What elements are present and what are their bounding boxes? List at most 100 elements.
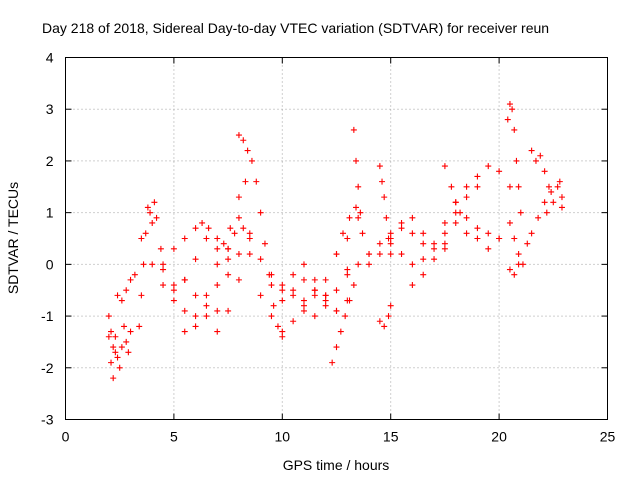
data-point (181, 276, 188, 283)
x-tick-label: 0 (62, 429, 70, 445)
data-point (181, 307, 188, 314)
x-tick-label: 15 (383, 429, 399, 445)
data-point (550, 199, 557, 206)
data-point (214, 235, 221, 242)
data-point (329, 359, 336, 366)
axis-ticks (65, 57, 608, 420)
data-point (517, 209, 524, 216)
data-point (515, 261, 522, 268)
data-point (441, 245, 448, 252)
series-sat-o (268, 271, 351, 320)
data-point (376, 163, 383, 170)
data-point (279, 333, 286, 340)
data-point (420, 230, 427, 237)
data-point (381, 194, 388, 201)
series-sat-s (333, 204, 360, 258)
data-point (235, 276, 242, 283)
data-point (170, 282, 177, 289)
data-point (311, 313, 318, 320)
data-point (268, 282, 275, 289)
data-point (170, 287, 177, 294)
data-point (344, 271, 351, 278)
series-sat-d (136, 199, 164, 330)
data-point (144, 204, 151, 211)
data-point (541, 199, 548, 206)
data-point (116, 364, 123, 371)
series-sat-h (170, 271, 232, 330)
data-point (114, 354, 121, 361)
data-point (235, 214, 242, 221)
data-point (463, 183, 470, 190)
data-point (558, 204, 565, 211)
data-point (409, 282, 416, 289)
data-point (398, 225, 405, 232)
data-point (350, 126, 357, 133)
data-point (452, 219, 459, 226)
data-point (300, 276, 307, 283)
data-point (225, 256, 232, 263)
data-point (300, 302, 307, 309)
data-point (506, 183, 513, 190)
data-point (149, 219, 156, 226)
data-point (366, 261, 373, 268)
data-point (333, 307, 340, 314)
data-point (344, 266, 351, 273)
data-point (463, 194, 470, 201)
data-point (149, 261, 156, 268)
data-point (214, 307, 221, 314)
data-point (420, 240, 427, 247)
y-tick-label: -1 (41, 308, 54, 324)
y-tick-label: 3 (46, 101, 54, 117)
data-point (504, 116, 511, 123)
data-point (311, 287, 318, 294)
data-point (300, 261, 307, 268)
data-point (506, 266, 513, 273)
data-point (355, 214, 362, 221)
data-point (105, 333, 112, 340)
data-point (541, 168, 548, 175)
data-point (506, 101, 513, 108)
data-point (513, 157, 520, 164)
data-point (138, 292, 145, 299)
data-point (385, 313, 392, 320)
data-point (381, 323, 388, 330)
data-point (112, 349, 119, 356)
series-sat-ae (504, 101, 524, 216)
data-point (203, 292, 210, 299)
plot-frame (65, 57, 608, 420)
data-point (496, 168, 503, 175)
data-point (524, 240, 531, 247)
data-point (127, 328, 134, 335)
x-tick-label: 10 (275, 429, 291, 445)
x-tick-label: 20 (491, 429, 507, 445)
data-point (105, 313, 112, 320)
data-point (357, 209, 364, 216)
y-tick-label: 1 (46, 205, 54, 221)
data-point (333, 344, 340, 351)
series-sat-af (506, 219, 531, 268)
data-point (353, 204, 360, 211)
data-point (225, 271, 232, 278)
series-sat-z (409, 240, 448, 289)
data-point (322, 302, 329, 309)
series-sat-b (105, 333, 119, 382)
data-point (157, 245, 164, 252)
data-point (118, 344, 125, 351)
data-point (290, 271, 297, 278)
data-point (333, 287, 340, 294)
series-sat-ah (528, 147, 552, 190)
series-sat-j (214, 178, 249, 268)
data-point (511, 235, 518, 242)
data-point (231, 230, 238, 237)
data-point (528, 147, 535, 154)
data-point (110, 344, 117, 351)
data-point (290, 287, 297, 294)
data-point (160, 266, 167, 273)
data-point (227, 225, 234, 232)
data-point (511, 126, 518, 133)
data-point (409, 261, 416, 268)
data-point (543, 209, 550, 216)
data-point (474, 183, 481, 190)
data-point (225, 245, 232, 252)
data-point (379, 178, 386, 185)
